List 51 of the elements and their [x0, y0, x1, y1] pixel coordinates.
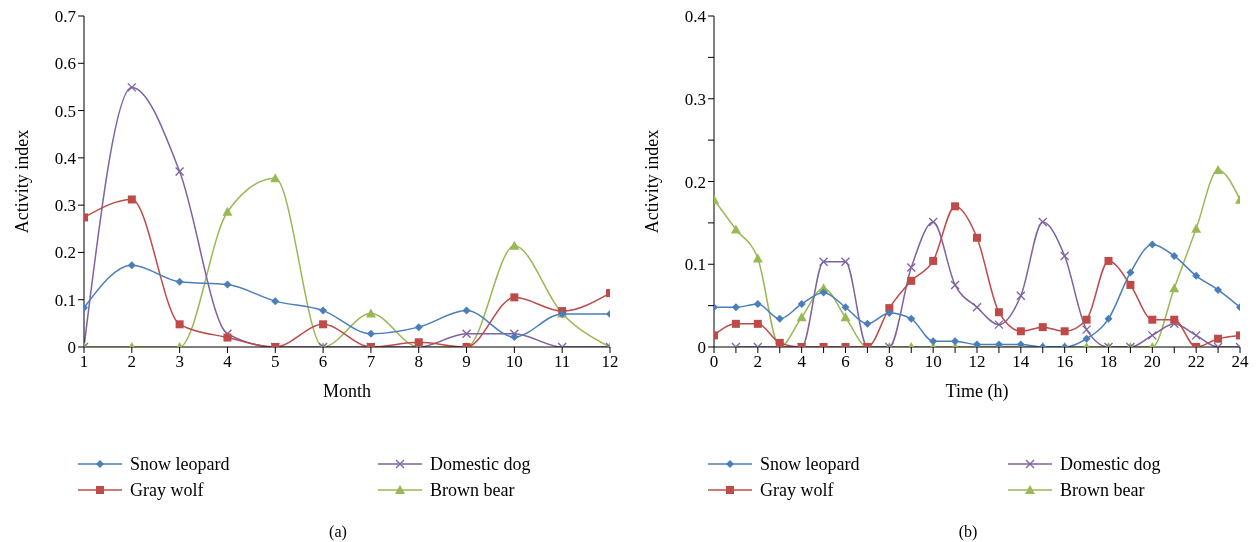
y-tick-label: 0.2	[54, 243, 76, 263]
x-axis-title: Time (h)	[945, 381, 1009, 402]
x-tick-label: 8	[414, 352, 423, 372]
x-axis-title: Month	[322, 381, 372, 401]
y-tick-label: 0.4	[54, 148, 77, 168]
y-tick-label: 0.5	[54, 101, 76, 121]
x-tick-label: 4	[797, 352, 807, 372]
x-tick-label: 14	[1012, 352, 1030, 372]
x-tick-label: 6	[841, 352, 850, 372]
legend-label: Gray wolf	[130, 479, 204, 501]
y-tick-label: 0.1	[54, 290, 76, 310]
y-tick-label: 0	[67, 338, 76, 358]
legend-label: Brown bear	[430, 479, 515, 501]
legend-label: Snow leopard	[760, 453, 860, 475]
x-tick-label: 2	[127, 352, 137, 372]
x-tick-label: 3	[175, 352, 184, 372]
y-tick-label: 0.4	[684, 7, 707, 27]
x-tick-label: 11	[553, 352, 571, 372]
legend-label: Domestic dog	[1060, 453, 1161, 475]
y-tick-label: 0.6	[54, 54, 76, 74]
legend-label: Gray wolf	[760, 479, 834, 501]
x-tick-label: 16	[1056, 352, 1074, 372]
x-tick-label: 12	[601, 352, 619, 372]
legend-label: Snow leopard	[130, 453, 230, 475]
x-tick-label: 4	[223, 352, 233, 372]
x-tick-label: 10	[505, 352, 523, 372]
y-tick-label: 0.1	[684, 255, 706, 275]
x-tick-label: 22	[1187, 352, 1205, 372]
y-axis-title: Activity index	[642, 129, 663, 234]
y-tick-label: 0.3	[54, 196, 76, 216]
y-tick-label: 0.3	[684, 89, 706, 109]
x-tick-label: 24	[1231, 352, 1249, 372]
text: (b)	[957, 523, 979, 541]
y-tick-label: 0	[697, 338, 706, 358]
legend-label: Brown bear	[1060, 479, 1145, 501]
text: (a)	[328, 523, 348, 541]
y-tick-label: 0.2	[684, 172, 706, 192]
x-tick-label: 9	[462, 352, 471, 372]
x-tick-label: 1	[79, 352, 89, 372]
x-tick-label: 20	[1143, 352, 1161, 372]
x-tick-label: 6	[318, 352, 328, 372]
x-tick-label: 10	[924, 352, 942, 372]
x-tick-label: 8	[885, 352, 894, 372]
x-tick-label: 7	[366, 352, 376, 372]
x-tick-label: 5	[271, 352, 280, 372]
legend-label: Domestic dog	[430, 453, 531, 475]
y-axis-title: Activity index	[12, 129, 33, 234]
y-tick-label: 0.7	[54, 7, 77, 27]
x-tick-label: 2	[753, 352, 763, 372]
x-tick-label: 18	[1100, 352, 1117, 372]
x-tick-label: 12	[968, 352, 986, 372]
